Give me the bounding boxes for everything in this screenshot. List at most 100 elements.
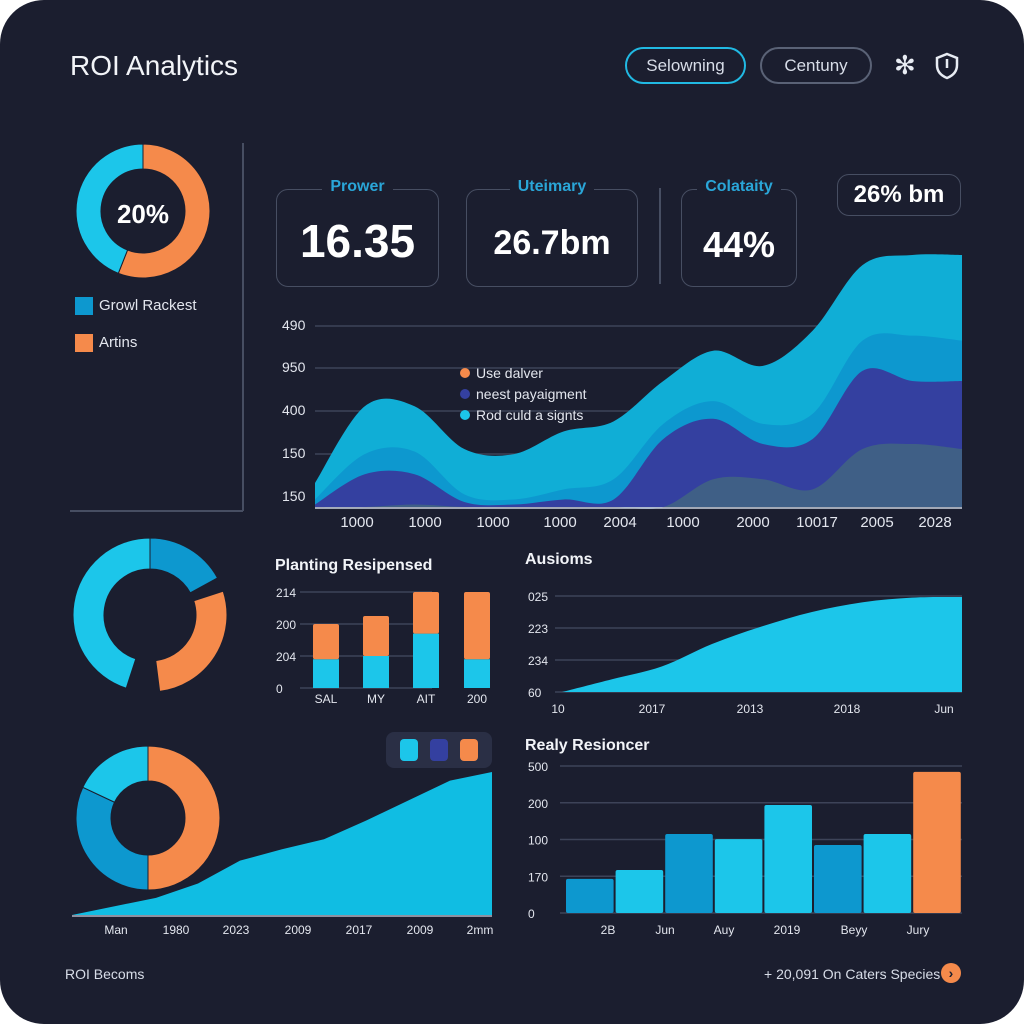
x-tick-label: 2mm xyxy=(467,923,494,937)
donut-slice xyxy=(147,745,221,891)
bar xyxy=(814,845,862,913)
x-tick-label: Man xyxy=(104,923,127,937)
divider xyxy=(242,143,244,511)
x-tick-label: 2017 xyxy=(639,702,666,716)
bar-segment xyxy=(413,592,439,634)
x-tick-label: 2009 xyxy=(407,923,434,937)
y-tick-label: 950 xyxy=(282,359,306,375)
area-series-3 xyxy=(315,443,962,510)
donut-slice xyxy=(155,590,228,692)
x-tick-label: MY xyxy=(367,692,385,706)
y-tick-label: 214 xyxy=(276,586,296,600)
y-tick-label: 200 xyxy=(276,618,296,632)
y-tick-label: 60 xyxy=(528,686,542,700)
x-tick-label: 1980 xyxy=(163,923,190,937)
bar-segment xyxy=(313,659,339,688)
divider xyxy=(70,510,243,512)
x-tick-label: SAL xyxy=(315,692,338,706)
x-tick-label: 1000 xyxy=(666,514,699,531)
x-tick-label: 2028 xyxy=(918,514,951,531)
chevron-right-icon[interactable]: › xyxy=(941,963,961,983)
kpi-value: 16.35 xyxy=(299,215,416,267)
donut-slice xyxy=(75,143,144,274)
x-tick-label: 2B xyxy=(601,923,616,937)
legend-item: Rod culd a signts xyxy=(460,404,587,425)
donut-slice xyxy=(75,786,149,891)
y-tick-label: 150 xyxy=(282,445,306,461)
kpi-label: Colataity xyxy=(697,178,781,195)
donut-center-label: 20% xyxy=(116,199,170,229)
area-series-2 xyxy=(315,368,962,507)
selowning-button[interactable]: Selowning xyxy=(625,47,746,84)
donut-slice xyxy=(82,745,149,803)
series-toggle-orange[interactable] xyxy=(460,739,478,761)
legend-dot xyxy=(460,367,470,378)
legend-item: Growl Rackest xyxy=(75,295,197,316)
x-tick-label: Jury xyxy=(907,923,930,937)
kpi-card-uteimary: Uteimary 26.7bm xyxy=(466,178,638,287)
chart-title: Planting Resipensed xyxy=(275,557,433,574)
footer-right-link[interactable]: + 20,091 On Caters Species xyxy=(764,966,941,982)
y-tick-label: 204 xyxy=(276,650,296,664)
legend-label: Artins xyxy=(99,334,138,351)
y-tick-label: 0 xyxy=(528,907,535,921)
y-tick-label: 100 xyxy=(528,834,548,848)
legend-label: Rod culd a signts xyxy=(476,406,584,423)
y-tick-label: 150 xyxy=(282,488,306,504)
bar-segment xyxy=(464,592,490,660)
chart-title: Ausioms xyxy=(525,551,593,568)
series-toggle-indigo[interactable] xyxy=(430,739,448,761)
x-tick-label: 1000 xyxy=(408,514,441,531)
x-tick-label: 10 xyxy=(551,702,565,716)
legend-swatch xyxy=(75,333,93,352)
area-series xyxy=(72,772,492,915)
y-tick-label: 490 xyxy=(282,317,306,333)
bar-segment xyxy=(413,633,439,688)
main-chart-legend: Use dalver neest payaigment Rod culd a s… xyxy=(460,362,587,425)
bar xyxy=(665,833,713,913)
y-tick-label: 500 xyxy=(528,760,548,774)
x-tick-label: 1000 xyxy=(340,514,373,531)
kpi-value: 26.7bm xyxy=(493,224,611,262)
x-tick-label: 10017 xyxy=(796,514,838,531)
legend-item: Use dalver xyxy=(460,362,587,383)
area-series xyxy=(562,596,962,692)
y-tick-label: 400 xyxy=(282,402,306,418)
y-tick-label: 200 xyxy=(528,797,548,811)
shield-icon[interactable] xyxy=(934,52,960,85)
bar-segment xyxy=(363,616,389,656)
x-tick-label: 2017 xyxy=(346,923,373,937)
x-tick-label: 2004 xyxy=(603,514,636,531)
x-tick-label: AIT xyxy=(417,692,436,706)
bar-segment xyxy=(464,659,490,688)
kpi-card-prower: Prower 16.35 xyxy=(276,178,439,287)
kpi-card-colataity: Colataity 44% xyxy=(681,178,797,287)
series-toggle-group xyxy=(386,732,492,768)
x-tick-label: 2023 xyxy=(223,923,250,937)
donut-slice xyxy=(117,143,211,279)
x-tick-label: 200 xyxy=(467,692,487,706)
x-tick-label: 1000 xyxy=(476,514,509,531)
x-tick-label: 1000 xyxy=(543,514,576,531)
bar-segment xyxy=(363,656,389,688)
legend-label: Growl Rackest xyxy=(99,297,197,314)
legend-item: Artins xyxy=(75,332,137,353)
x-tick-label: 2009 xyxy=(285,923,312,937)
snowflake-icon[interactable]: ✻ xyxy=(894,50,916,80)
bar-segment xyxy=(313,624,339,660)
legend-dot xyxy=(460,388,470,399)
y-tick-label: 0 xyxy=(276,682,283,696)
page-title: ROI Analytics xyxy=(70,50,239,81)
legend-swatch xyxy=(75,296,93,315)
x-tick-label: 2013 xyxy=(737,702,764,716)
x-tick-label: 2005 xyxy=(860,514,893,531)
divider xyxy=(659,188,661,284)
series-toggle-cyan[interactable] xyxy=(400,739,418,761)
y-tick-label: 170 xyxy=(528,870,548,884)
centuny-button[interactable]: Centuny xyxy=(760,47,872,84)
bar xyxy=(913,771,961,913)
bar xyxy=(764,804,812,913)
x-tick-label: Jun xyxy=(655,923,674,937)
